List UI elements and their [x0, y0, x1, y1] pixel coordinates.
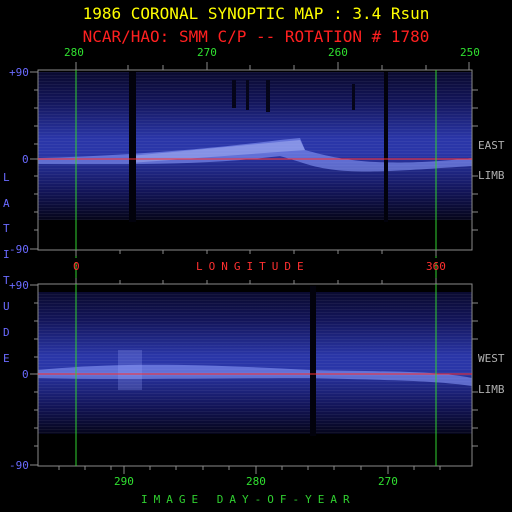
map-subtitle: NCAR/HAO: SMM C/P -- ROTATION # 1780	[82, 27, 430, 46]
bottom-lat-mid: 0	[22, 368, 29, 381]
top-lat-max: +90	[9, 66, 29, 79]
top-longitude-tick: 280	[64, 46, 84, 59]
latitude-axis-letter: I	[3, 248, 10, 261]
top-lat-mid: 0	[22, 153, 29, 166]
latitude-axis-letter: U	[3, 300, 10, 313]
latitude-axis-letter: T	[3, 274, 10, 287]
bottom-side-label-limb: LIMB	[478, 383, 505, 396]
bottom-panel	[30, 262, 478, 474]
top-side-label-east: EAST	[478, 139, 505, 152]
longitude-start-value: 0	[73, 260, 80, 273]
top-longitude-tick: 250	[460, 46, 480, 59]
top-longitude-tick: 270	[197, 46, 217, 59]
latitude-axis-letter: T	[3, 222, 10, 235]
bottom-doy-tick: 280	[246, 475, 266, 488]
day-of-year-axis-label: IMAGE DAY-OF-YEAR	[141, 493, 356, 506]
longitude-axis-label: LONGITUDE	[196, 260, 310, 273]
bottom-lat-max: +90	[9, 279, 29, 292]
top-longitude-tick: 260	[328, 46, 348, 59]
latitude-axis-letter: L	[3, 171, 10, 184]
bottom-side-label-west: WEST	[478, 352, 505, 365]
top-streamer-belt	[38, 138, 472, 172]
latitude-axis-letter: A	[3, 197, 10, 210]
bottom-lat-min: -90	[9, 459, 29, 472]
top-panel	[30, 62, 478, 258]
bottom-doy-tick: 290	[114, 475, 134, 488]
top-side-label-limb: LIMB	[478, 169, 505, 182]
bottom-doy-tick: 270	[378, 475, 398, 488]
bottom-streamer-belt	[38, 364, 472, 386]
map-title: 1986 CORONAL SYNOPTIC MAP : 3.4 Rsun	[82, 4, 430, 23]
longitude-end-value: 360	[426, 260, 446, 273]
latitude-axis-letter: E	[3, 352, 10, 365]
top-lat-min: -90	[9, 243, 29, 256]
latitude-axis-letter: D	[3, 326, 10, 339]
